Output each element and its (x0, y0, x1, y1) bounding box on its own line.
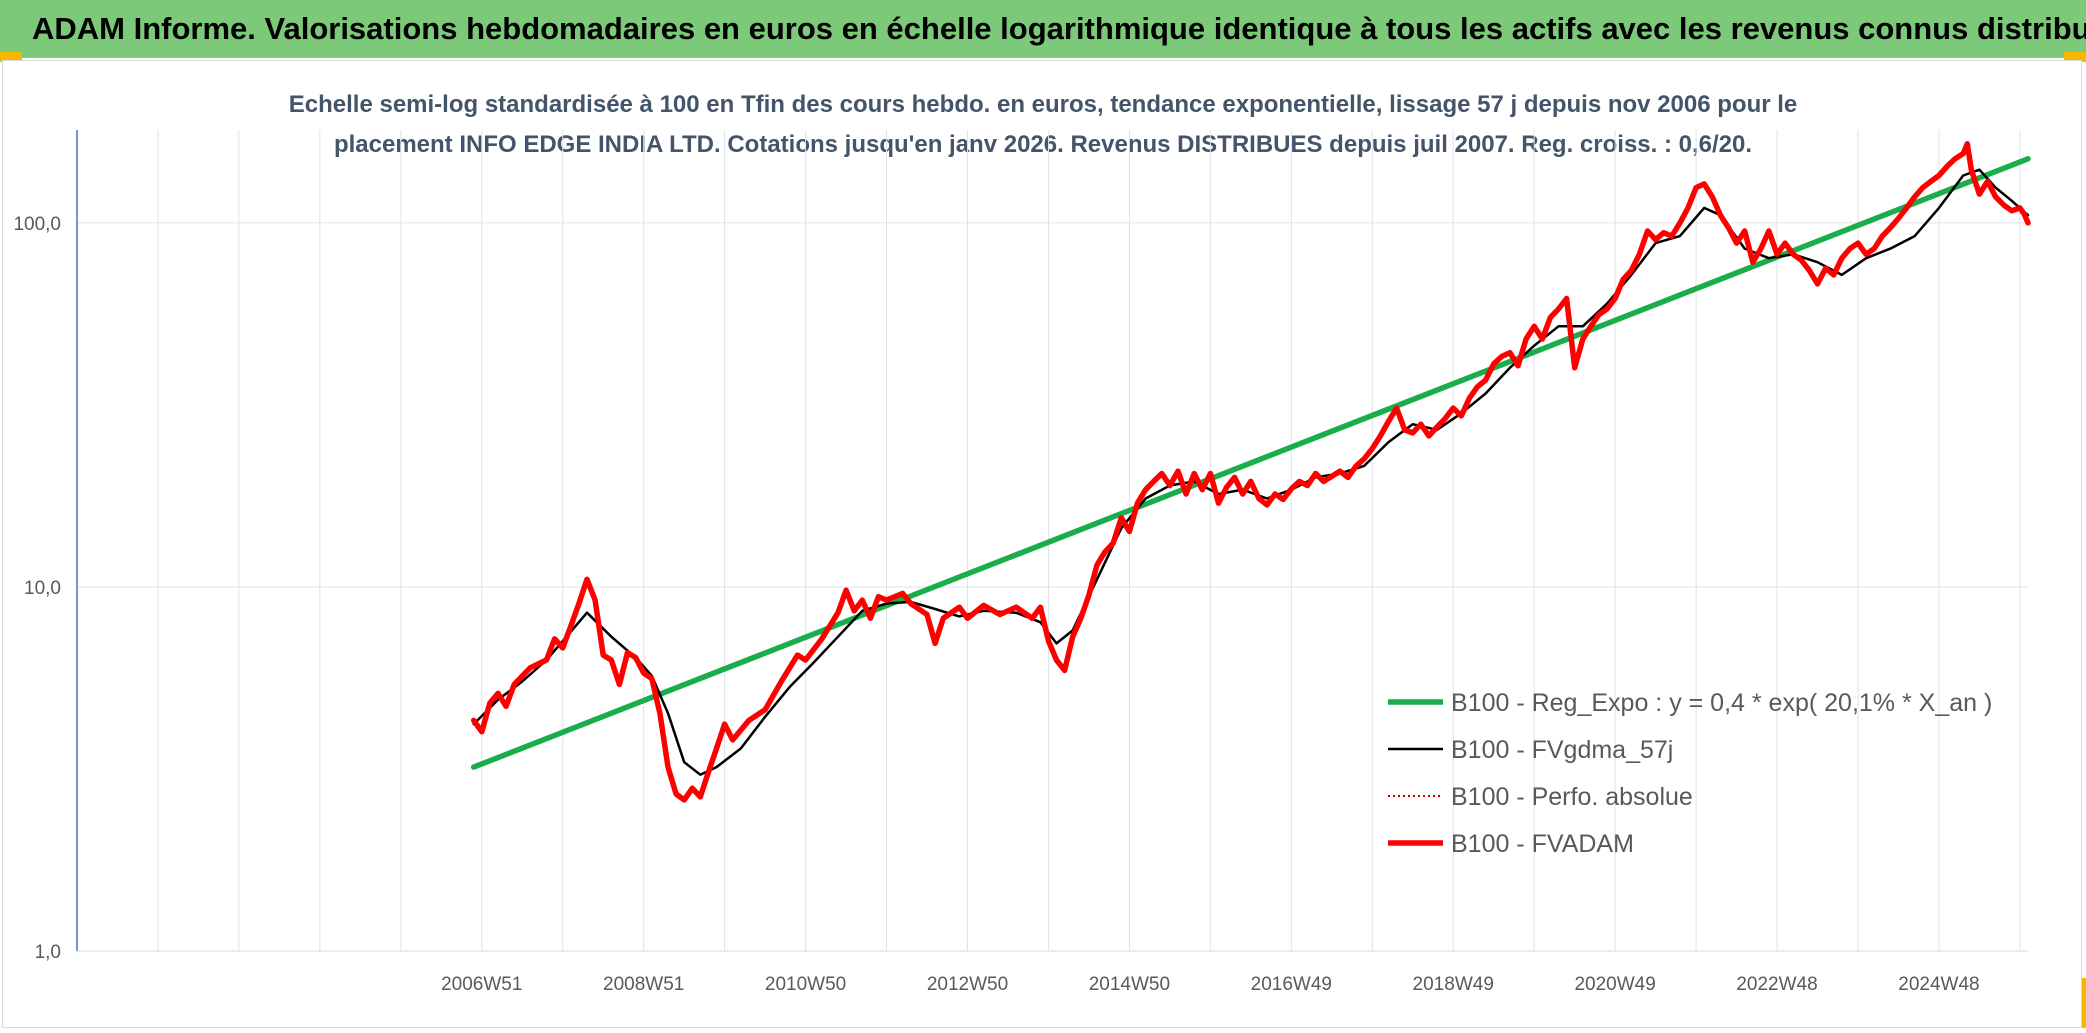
legend-label: B100 - FVADAM (1451, 830, 1634, 858)
x-tick-label: 2016W49 (1251, 974, 1332, 995)
series-line-1 (472, 168, 2030, 776)
series-line-0 (470, 156, 2031, 770)
legend-layer: B100 - Reg_Expo : y = 0,4 * exp( 20,1% *… (1388, 689, 1992, 858)
legend-label: B100 - Reg_Expo : y = 0,4 * exp( 20,1% *… (1451, 689, 1992, 717)
x-tick-label: 2024W48 (1898, 974, 1979, 995)
series-line-3 (470, 141, 2031, 803)
legend-label: B100 - FVgdma_57j (1451, 736, 1673, 764)
x-tick-label: 2014W50 (1089, 974, 1170, 995)
x-tick-label: 2020W49 (1574, 974, 1655, 995)
x-tick-label: 2018W49 (1413, 974, 1494, 995)
x-tick-label: 2022W48 (1736, 974, 1817, 995)
chart-subtitle-line-1: Echelle semi-log standardisée à 100 en T… (289, 91, 1798, 118)
y-tick-label: 1,0 (35, 942, 61, 963)
legend-label: B100 - Perfo. absolue (1451, 783, 1693, 811)
page-title: ADAM Informe. Valorisations hebdomadaire… (0, 0, 2086, 58)
corner-marker-top-right (2064, 52, 2086, 62)
x-tick-label: 2010W50 (765, 974, 846, 995)
x-tick-label: 2008W51 (603, 974, 684, 995)
series-layer (470, 141, 2031, 803)
y-tick-label: 100,0 (13, 214, 61, 235)
corner-marker-bottom-right (2078, 978, 2086, 1028)
chart-subtitle-line-2: placement INFO EDGE INDIA LTD. Cotations… (334, 131, 1752, 158)
corner-marker-top-left (0, 52, 22, 62)
y-tick-label: 10,0 (24, 578, 61, 599)
axis-layer: 1,0 10,0 100,0 2006W51 2008W51 2010W50 2012W50… (13, 130, 2028, 995)
x-tick-label: 2006W51 (441, 974, 522, 995)
x-tick-label: 2012W50 (927, 974, 1008, 995)
